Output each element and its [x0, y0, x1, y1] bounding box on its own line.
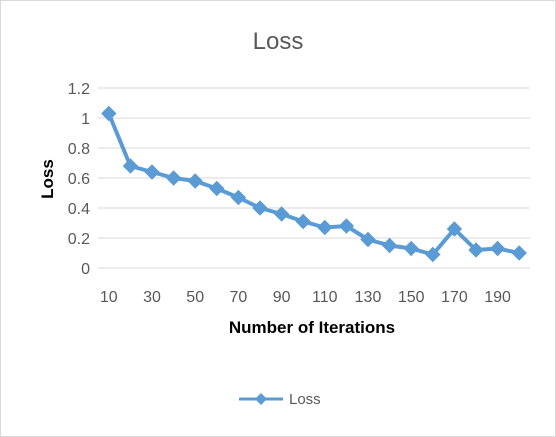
x-tick-label: 30 [143, 289, 161, 306]
y-tick-label: 0.8 [68, 141, 90, 158]
data-point-marker [425, 246, 441, 263]
data-point-marker [252, 200, 268, 216]
data-point-marker [187, 173, 203, 189]
x-tick-label: 110 [312, 289, 338, 306]
data-point-marker [209, 180, 225, 197]
data-point-marker [317, 219, 333, 236]
data-point-marker [230, 189, 247, 206]
y-tick-label: 0.4 [68, 201, 90, 218]
series-layer [101, 105, 527, 263]
chart-title: Loss [253, 28, 304, 55]
data-point-marker [122, 158, 139, 174]
data-point-marker [468, 242, 484, 258]
y-axis-ticks: 0 0.2 0.4 0.6 0.8 1 1.2 [68, 81, 90, 278]
y-tick-label: 0 [81, 261, 90, 278]
data-point-marker [360, 231, 376, 248]
y-tick-label: 0.6 [68, 171, 90, 188]
y-tick-label: 1.2 [68, 81, 90, 98]
data-point-marker [165, 170, 182, 186]
x-tick-label: 10 [100, 289, 118, 306]
x-tick-label: 70 [230, 289, 248, 306]
x-tick-label: 130 [355, 289, 382, 306]
legend-label-loss: Loss [289, 391, 321, 408]
x-tick-label: 50 [186, 289, 204, 306]
data-point-marker [403, 240, 419, 257]
data-point-marker [489, 240, 506, 257]
data-point-marker [511, 245, 527, 261]
x-axis-label: Number of Iterations [229, 318, 395, 337]
x-tick-label: 190 [484, 289, 511, 306]
legend-diamond-marker [255, 393, 267, 405]
data-point-marker [144, 164, 160, 180]
x-axis-ticks: 10 30 50 70 90 110 130 150 170 190 [100, 289, 511, 306]
data-point-marker [101, 105, 117, 122]
legend: Loss [239, 391, 321, 408]
y-tick-label: 0.2 [68, 231, 90, 248]
data-point-marker [273, 206, 290, 222]
data-point-marker [295, 213, 311, 230]
x-tick-label: 170 [441, 289, 468, 306]
data-point-marker [381, 237, 398, 254]
y-axis-label: Loss [38, 159, 57, 199]
data-point-marker [446, 221, 463, 237]
x-tick-label: 150 [398, 289, 425, 306]
data-point-marker [338, 218, 355, 234]
x-tick-label: 90 [273, 289, 291, 306]
y-tick-label: 1 [81, 111, 90, 128]
